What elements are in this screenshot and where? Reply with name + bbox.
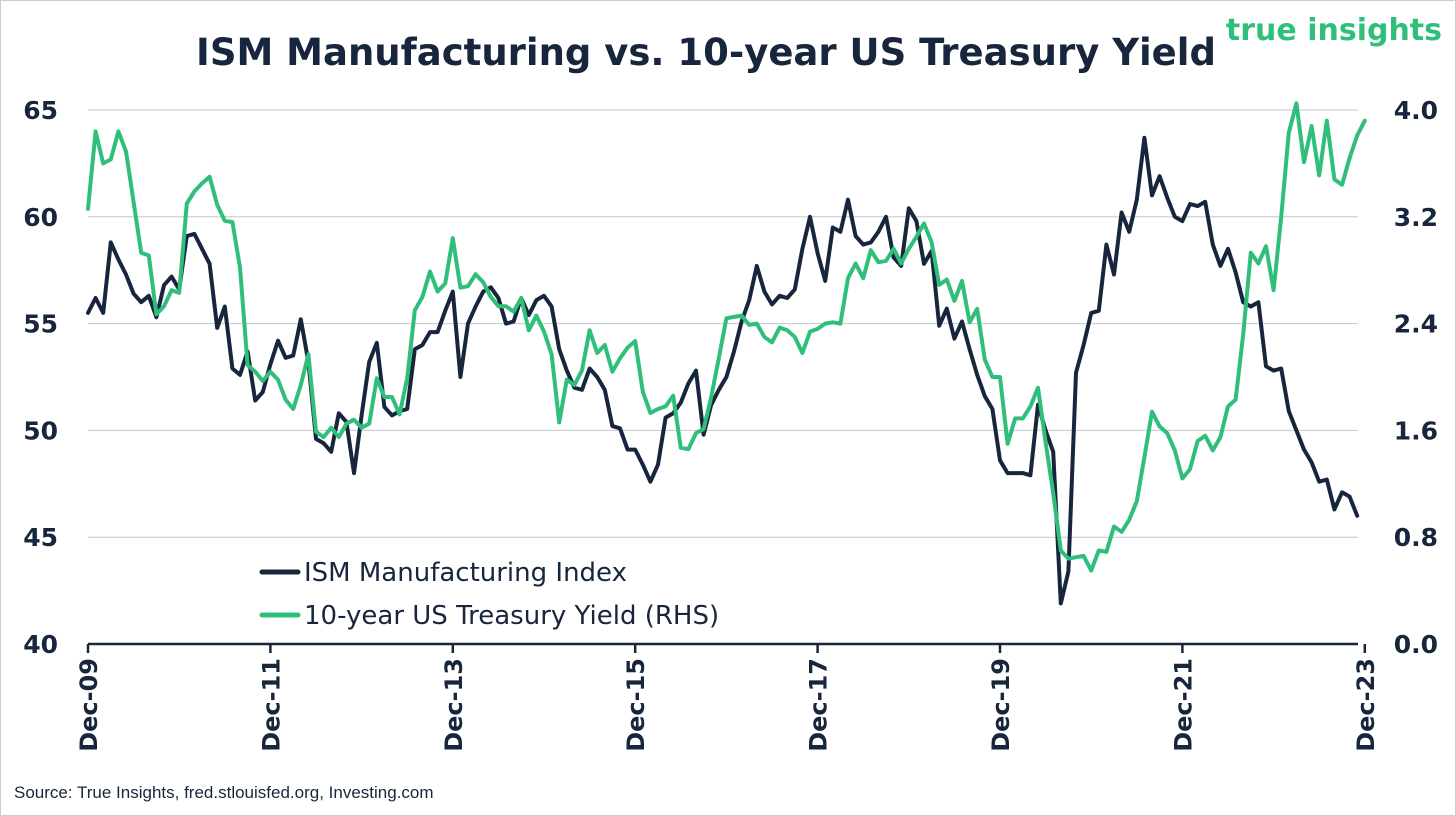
y-right-tick-label: 2.4 <box>1394 310 1438 339</box>
series-lines <box>86 101 1367 606</box>
x-tick-label: Dec-09 <box>75 658 103 752</box>
legend-label-ism: ISM Manufacturing Index <box>304 558 627 588</box>
grid-lines <box>88 109 1358 538</box>
y-right-tick-label: 0.8 <box>1394 523 1438 552</box>
y-left-tick-label: 40 <box>23 630 58 659</box>
legend-label-yield: 10-year US Treasury Yield (RHS) <box>304 601 719 631</box>
x-tick-label: Dec-19 <box>987 658 1015 752</box>
brand-logo: true insights <box>1226 13 1442 48</box>
y-left-tick-label: 65 <box>23 96 58 125</box>
x-tick-label: Dec-21 <box>1169 658 1197 752</box>
y-right-tick-label: 1.6 <box>1394 416 1438 445</box>
x-axis: Dec-09 Dec-11 Dec-13 Dec-15 Dec-17 Dec-19 Dec-… <box>75 642 1380 752</box>
y-left-tick-label: 45 <box>23 523 58 552</box>
x-tick-label: Dec-15 <box>622 658 650 752</box>
legend: ISM Manufacturing Index 10-year US Treas… <box>259 558 719 631</box>
y-right-tick-label: 4.0 <box>1394 96 1438 125</box>
y-right-tick-label: 0.0 <box>1394 630 1438 659</box>
y-left-tick-label: 60 <box>23 203 58 232</box>
x-tick-label: Dec-17 <box>805 658 833 752</box>
right-axis: 0.0 0.8 1.6 2.4 3.2 4.0 <box>1394 96 1438 659</box>
left-axis: 40 45 50 55 60 65 <box>23 96 58 659</box>
x-tick-label: Dec-23 <box>1352 658 1380 752</box>
source-note: Source: True Insights, fred.stlouisfed.o… <box>14 783 434 802</box>
y-left-tick-label: 55 <box>23 310 58 339</box>
ism-line <box>86 135 1360 606</box>
x-tick-label: Dec-13 <box>440 658 468 752</box>
yield-line <box>86 101 1367 573</box>
y-left-tick-label: 50 <box>23 416 58 445</box>
chart-title: ISM Manufacturing vs. 10-year US Treasur… <box>196 31 1216 74</box>
x-tick-label: Dec-11 <box>257 658 285 752</box>
y-right-tick-label: 3.2 <box>1394 203 1438 232</box>
